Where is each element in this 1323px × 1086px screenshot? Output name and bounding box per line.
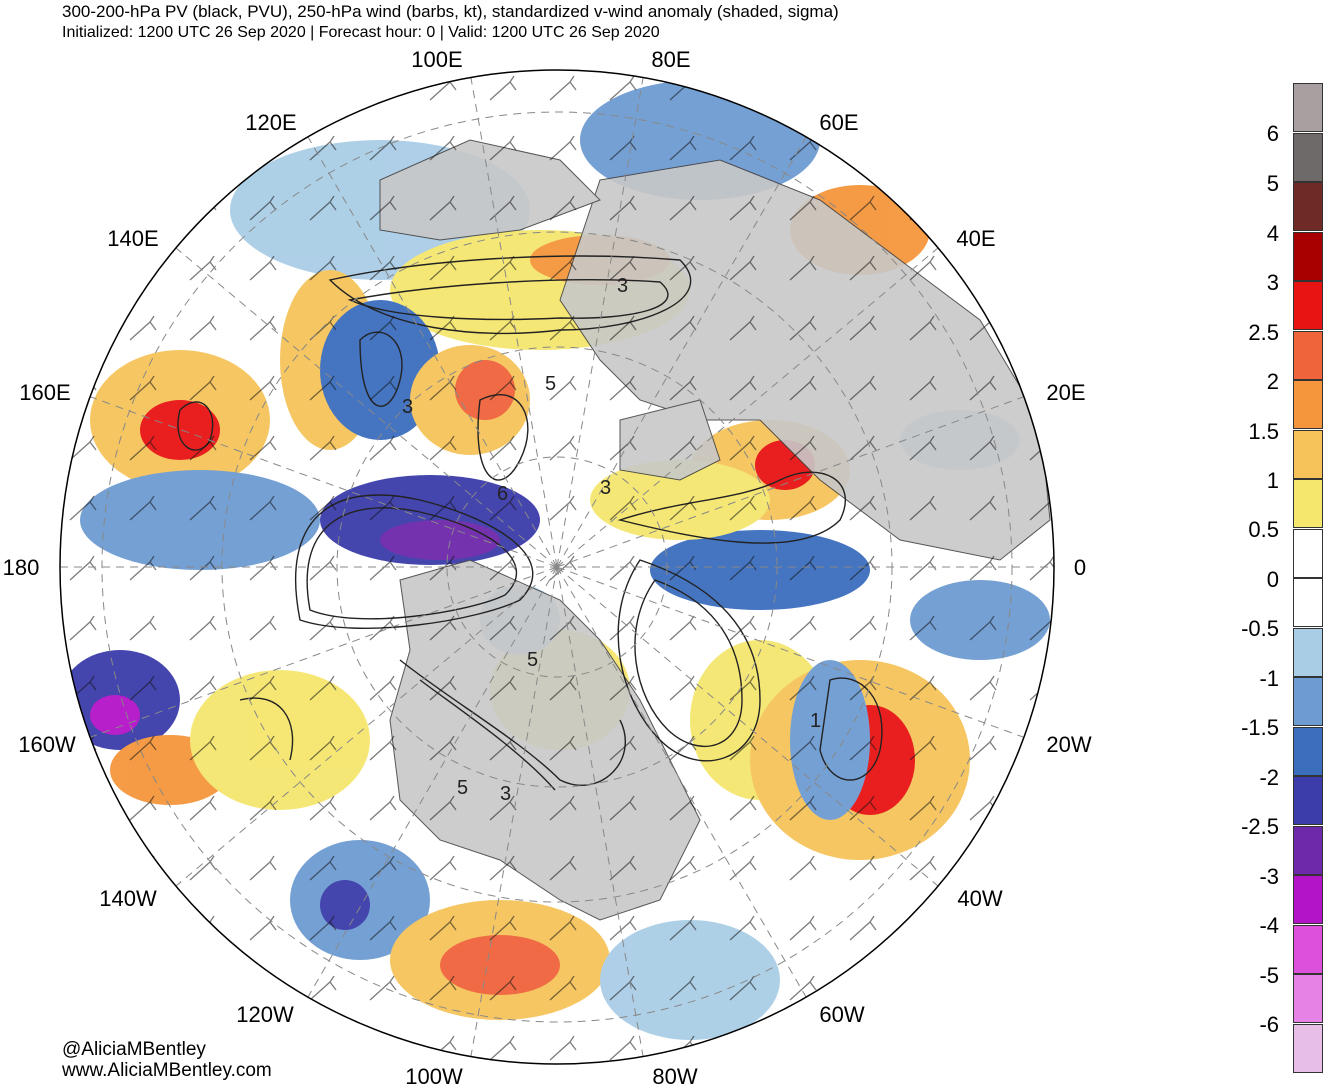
colorbar-box	[1293, 331, 1323, 380]
lon-label-160w: 160W	[18, 732, 76, 757]
colorbar-label: -5	[1259, 963, 1279, 989]
colorbar-box	[1293, 380, 1323, 429]
contour-label: 5	[545, 373, 556, 395]
map-disc: 3 5 3 6 3 5 5 3 1	[60, 70, 1060, 1070]
colorbar-box	[1293, 826, 1323, 875]
lon-label-60e: 60E	[819, 110, 858, 135]
contour-label: 3	[617, 275, 628, 297]
colorbar-box	[1293, 529, 1323, 578]
colorbar-label: 0	[1267, 567, 1279, 593]
colorbar-label: 0.5	[1248, 517, 1279, 543]
contour-label: 6	[497, 483, 508, 505]
lon-label-120w: 120W	[236, 1002, 294, 1027]
lon-label-40w: 40W	[957, 886, 1002, 911]
colorbar-label: 5	[1267, 171, 1279, 197]
colorbar-box	[1293, 133, 1323, 182]
contour-label: 3	[402, 396, 413, 418]
colorbar-label: -1.5	[1241, 715, 1279, 741]
colorbar-box	[1293, 1024, 1323, 1073]
colorbar-box	[1293, 479, 1323, 528]
colorbar-box	[1293, 875, 1323, 924]
colorbar-label: 6	[1267, 121, 1279, 147]
lon-label-20w: 20W	[1046, 732, 1091, 757]
colorbar-box	[1293, 430, 1323, 479]
colorbar-box	[1293, 281, 1323, 330]
colorbar-box	[1293, 578, 1323, 627]
lon-label-80e: 80E	[651, 47, 690, 72]
colorbar-label: 2.5	[1248, 320, 1279, 346]
colorbar-label: 1	[1267, 468, 1279, 494]
colorbar-box	[1293, 83, 1323, 132]
contour-label: 3	[500, 783, 511, 805]
lon-label-160e: 160E	[19, 380, 70, 405]
colorbar-label: -2	[1259, 765, 1279, 791]
lon-label-180: 180	[3, 555, 40, 580]
contour-label: 5	[527, 649, 538, 671]
colorbar-label: 1.5	[1248, 419, 1279, 445]
lon-label-140w: 140W	[99, 886, 157, 911]
colorbar-label: -3	[1259, 864, 1279, 890]
colorbar-label: -4	[1259, 913, 1279, 939]
colorbar-label: -1	[1259, 666, 1279, 692]
colorbar-box	[1293, 776, 1323, 825]
lon-label-60w: 60W	[819, 1002, 864, 1027]
contour-label: 1	[810, 710, 821, 732]
lon-label-100w: 100W	[405, 1064, 463, 1086]
lon-label-120e: 120E	[245, 110, 296, 135]
credit-website: www.AliciaMBentley.com	[62, 1060, 272, 1082]
colorbar-label: -0.5	[1241, 616, 1279, 642]
credit-twitter: @AliciaMBentley	[62, 1039, 206, 1061]
colorbar-box	[1293, 727, 1323, 776]
colorbar-box	[1293, 232, 1323, 281]
colorbar-box	[1293, 628, 1323, 677]
colorbar-box	[1293, 925, 1323, 974]
lon-label-80w: 80W	[652, 1064, 697, 1086]
colorbar-label: 2	[1267, 369, 1279, 395]
colorbar-label: -6	[1259, 1012, 1279, 1038]
lon-label-40e: 40E	[956, 226, 995, 251]
colorbar-box	[1293, 182, 1323, 231]
colorbar-label: -2.5	[1241, 814, 1279, 840]
colorbar-box	[1293, 677, 1323, 726]
colorbar-label: 4	[1267, 221, 1279, 247]
lon-label-20e: 20E	[1046, 380, 1085, 405]
lon-label-0: 0	[1074, 555, 1086, 580]
contour-label: 5	[457, 777, 468, 799]
contour-label: 3	[600, 477, 611, 499]
lon-label-140e: 140E	[107, 226, 158, 251]
lon-label-100e: 100E	[411, 47, 462, 72]
colorbar-box	[1293, 974, 1323, 1023]
colorbar-label: 3	[1267, 270, 1279, 296]
